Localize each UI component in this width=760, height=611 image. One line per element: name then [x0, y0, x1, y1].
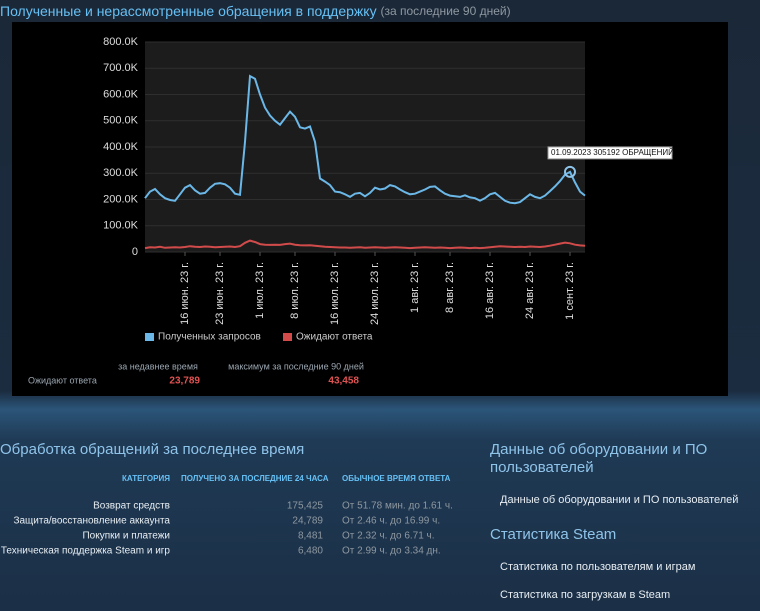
chart: 0 100.0K 200.0K 300.0K 400.0K 500.0K 600.0K 700… [103, 36, 674, 343]
x-tick-label: 1 июл. 23 г. [254, 262, 266, 319]
x-tick-label: 1 авг. 23 г. [409, 262, 421, 313]
category: Защита/восстановление аккаунта [13, 516, 170, 527]
x-tick-label: 8 авг. 23 г. [444, 262, 456, 313]
table-header: КАТЕГОРИЯ [122, 474, 170, 483]
x-tick-label: 24 июл. 23 г. [369, 262, 381, 325]
summary-value: 23,789 [169, 376, 200, 387]
x-tick-label: 16 авг. 23 г. [484, 262, 496, 319]
link[interactable]: Данные об оборудовании и ПО пользователе… [500, 494, 738, 506]
response-time: От 2.99 ч. до 3.34 дн. [342, 546, 441, 557]
title: Полученные и нерассмотренные обращения в… [0, 3, 377, 19]
table-body: Возврат средств 175,425 От 51.78 мин. до 1… [1, 501, 453, 557]
category: Покупки и платежи [82, 531, 170, 542]
count: 8,481 [298, 531, 323, 542]
response-time: От 2.46 ч. до 16.99 ч. [342, 516, 440, 527]
section-title: Данные об оборудовании и ПО [490, 441, 707, 458]
y-tick-label: 400.0K [103, 141, 139, 153]
series-line [144, 239, 586, 250]
response-time: От 2.32 ч. до 6.71 ч. [342, 531, 435, 542]
highlight-point [564, 165, 576, 178]
x-tick-label: 1 сент. 23 г. [564, 262, 576, 320]
y-tick-label: 600.0K [103, 88, 139, 100]
summary-header: за недавнее время [118, 361, 198, 371]
response-time: От 51.78 мин. до 1.61 ч. [342, 501, 453, 512]
x-tick-label: 16 июл. 23 г. [329, 262, 341, 325]
table-header: ОБЫЧНОЕ ВРЕМЯ ОТВЕТА [342, 474, 451, 483]
link[interactable]: Статистика по пользователям и играм [500, 561, 695, 573]
tooltip: 01.09.2023 305192 ОБРАЩЕНИЙ [551, 148, 674, 157]
x-tick-label: 23 июн. 23 г. [214, 262, 226, 325]
summary-header: максимум за последние 90 дней [228, 361, 364, 371]
tooltip-box [547, 146, 673, 160]
summary-label: Ожидают ответа [28, 375, 97, 385]
count: 6,480 [298, 546, 323, 557]
link[interactable]: Статистика по загрузкам в Steam [500, 589, 670, 601]
table-header: ПОЛУЧЕНО ЗА ПОСЛЕДНИЕ 24 ЧАСА [181, 474, 329, 483]
legend-swatch [145, 333, 154, 341]
y-tick-label: 200.0K [103, 193, 139, 205]
count: 24,789 [292, 516, 323, 527]
category: Техническая поддержка Steam и игр [1, 546, 171, 557]
y-tick-label: 300.0K [103, 167, 139, 179]
y-tick-label: 100.0K [103, 220, 139, 232]
x-tick-label: 24 авг. 23 г. [524, 262, 536, 319]
category: Возврат средств [93, 501, 170, 512]
page-title: Полученные и нерассмотренные обращения в… [0, 3, 511, 19]
legend-label: Ожидают ответа [296, 332, 373, 343]
legend-swatch [283, 333, 292, 341]
section-title: Статистика Steam [490, 526, 616, 543]
section-title: Обработка обращений за последнее время [0, 441, 304, 458]
x-tick-label: 8 июл. 23 г. [289, 262, 301, 319]
y-tick-label: 0 [132, 246, 138, 258]
summary-value: 43,458 [328, 376, 359, 387]
series-line [144, 74, 586, 205]
legend-label: Полученных запросов [158, 332, 261, 343]
y-tick-label: 700.0K [103, 62, 139, 74]
y-tick-label: 800.0K [103, 36, 139, 48]
count: 175,425 [287, 501, 324, 512]
x-tick-label: 16 июн. 23 г. [179, 262, 191, 325]
section-title: пользователей [490, 459, 594, 476]
y-tick-label: 500.0K [103, 115, 139, 127]
subtitle: (за последние 90 дней) [380, 4, 510, 18]
